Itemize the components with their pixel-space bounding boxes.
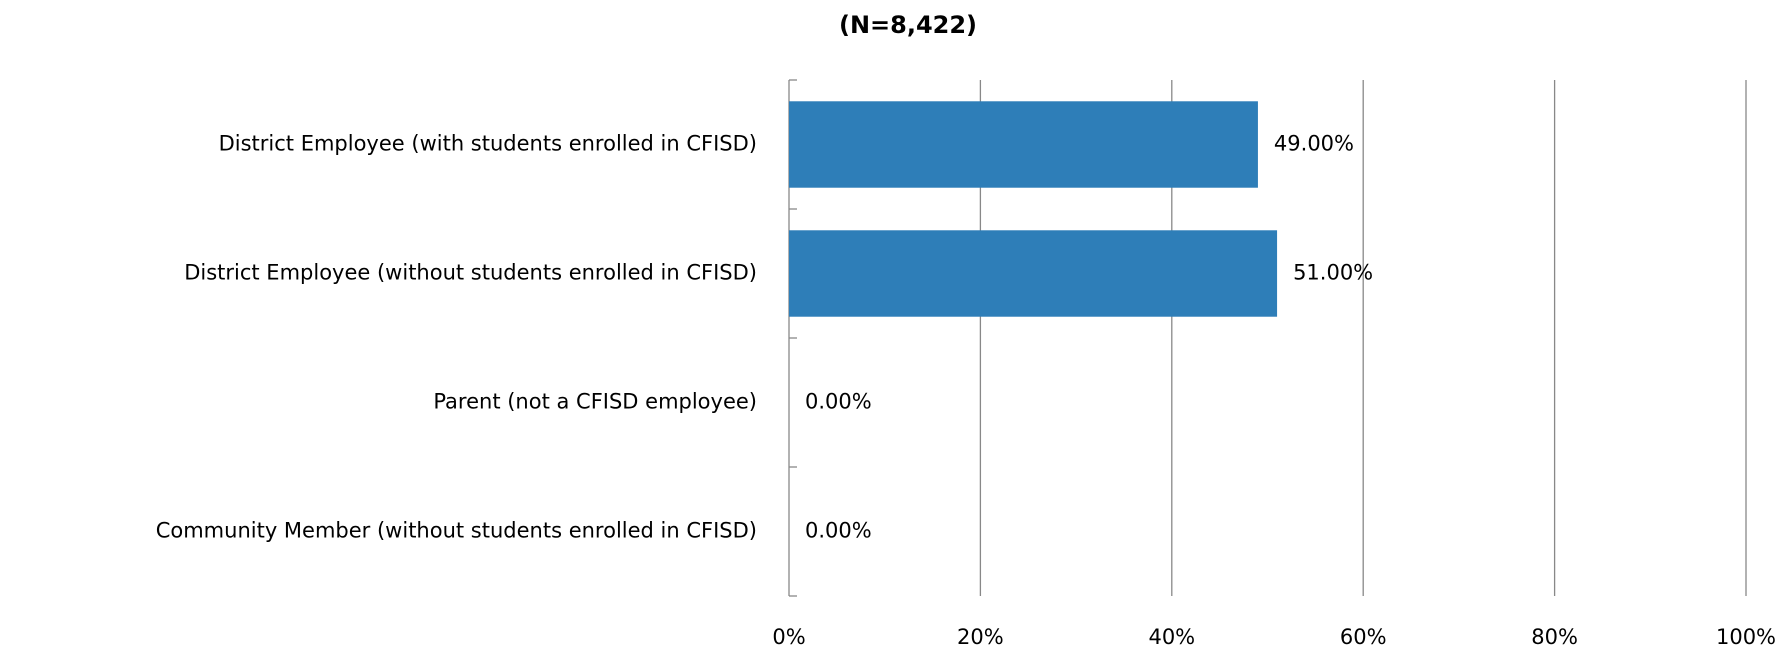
y-tick-label: Community Member (without students enrol… bbox=[156, 519, 757, 543]
x-tick-label: 60% bbox=[1340, 625, 1387, 649]
x-tick-label: 80% bbox=[1531, 625, 1578, 649]
value-label: 0.00% bbox=[805, 519, 872, 543]
chart-title: (N=8,422) bbox=[839, 11, 977, 39]
x-tick-label: 100% bbox=[1716, 625, 1776, 649]
y-tick-label: Parent (not a CFISD employee) bbox=[433, 390, 757, 414]
y-tick-label: District Employee (with students enrolle… bbox=[219, 132, 757, 156]
value-label: 0.00% bbox=[805, 390, 872, 414]
value-label: 51.00% bbox=[1293, 261, 1373, 285]
bar bbox=[789, 101, 1258, 188]
x-tick-label: 40% bbox=[1148, 625, 1195, 649]
x-tick-label: 0% bbox=[772, 625, 805, 649]
value-label: 49.00% bbox=[1274, 132, 1354, 156]
x-tick-label: 20% bbox=[957, 625, 1004, 649]
bar bbox=[789, 230, 1278, 317]
y-tick-label: District Employee (without students enro… bbox=[184, 261, 757, 285]
